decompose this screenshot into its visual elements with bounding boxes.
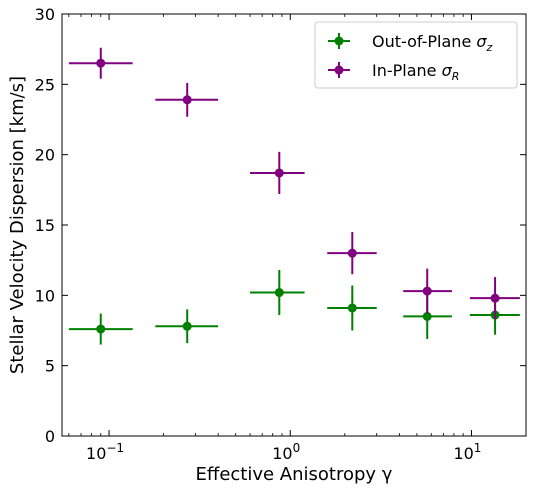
legend-label-text: In-Plane <box>372 61 442 80</box>
x-tick-exponent: −1 <box>106 441 124 455</box>
plot-area <box>68 47 520 345</box>
data-point <box>182 95 192 105</box>
data-point <box>347 303 357 313</box>
y-tick-label: 10 <box>35 286 55 305</box>
data-point <box>347 248 357 258</box>
x-axis-label: Effective Anisotropy γ <box>196 464 393 485</box>
data-point <box>422 286 432 296</box>
legend-label-text: Out-of-Plane <box>372 32 476 51</box>
legend-marker <box>334 36 344 46</box>
y-tick-label: 30 <box>35 5 55 24</box>
x-tick-exponent: 1 <box>474 441 482 455</box>
y-tick-label: 15 <box>35 216 55 235</box>
data-point <box>182 321 192 331</box>
legend-label-subscript: R <box>452 70 460 83</box>
data-point <box>274 168 284 178</box>
y-tick-label: 20 <box>35 146 55 165</box>
legend-label: Out-of-Plane σz <box>372 32 493 54</box>
legend-label-symbol: σ <box>442 61 453 80</box>
legend-label-symbol: σ <box>476 32 487 51</box>
data-point <box>96 324 106 334</box>
x-tick-exponent: 0 <box>293 441 301 455</box>
y-axis-label: Stellar Velocity Dispersion [km/s] <box>7 76 28 374</box>
data-point <box>490 293 500 303</box>
data-point <box>274 288 284 298</box>
legend-item: In-Plane σR <box>328 61 459 83</box>
y-tick-label: 0 <box>45 427 55 446</box>
data-point <box>96 58 106 68</box>
legend-marker <box>334 65 344 75</box>
y-tick-label: 25 <box>35 75 55 94</box>
legend-item: Out-of-Plane σz <box>328 32 493 54</box>
legend-label-subscript: z <box>486 41 493 54</box>
data-point <box>422 311 432 321</box>
series-1 <box>68 47 520 320</box>
y-tick-label: 5 <box>45 357 55 376</box>
legend-box <box>314 21 518 89</box>
legend-label: In-Plane σR <box>372 61 459 83</box>
